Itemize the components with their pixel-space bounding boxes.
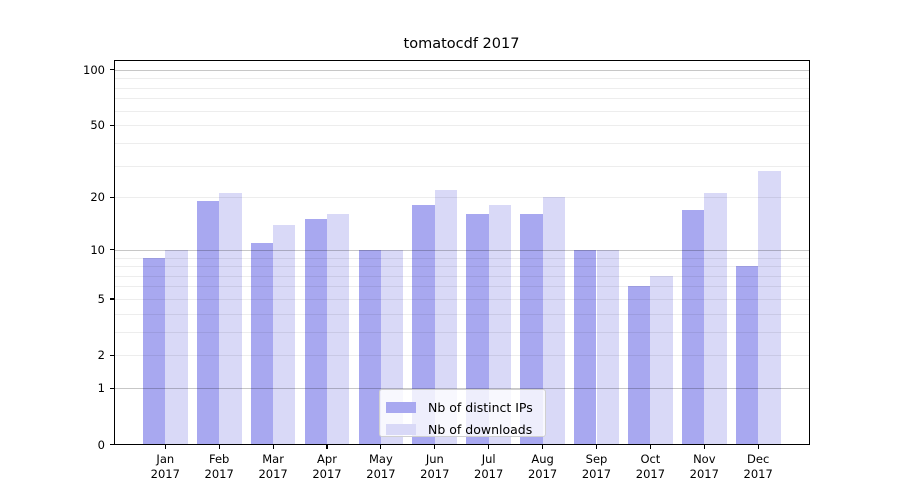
x-tick-mark [164,444,166,449]
x-tick-label: Jan 2017 [150,452,180,481]
x-tick-label: Oct 2017 [635,452,666,481]
y-tick-mark [109,196,114,198]
x-tick-mark [218,444,220,449]
bar-downloads-feb [219,193,242,445]
bar-downloads-oct [650,275,673,445]
y-tick-label: 50 [90,118,105,133]
legend-item-downloads: Nb of downloads [386,418,535,440]
legend-item-distinct-ips: Nb of distinct IPs [386,396,535,418]
bar-downloads-apr [327,214,350,445]
bar-distinct-ips-jan [142,257,166,445]
bar-distinct-ips-mar [250,242,274,445]
x-tick-mark [595,444,598,449]
x-tick-label: Mar 2017 [258,452,288,481]
legend: Nb of distinct IPs Nb of downloads [379,389,546,437]
x-tick-mark [434,444,436,449]
bar-downloads-sep [596,249,619,445]
bar-distinct-ips-feb [196,201,220,445]
x-tick-label: Jul 2017 [474,452,504,481]
gridline-minor [113,257,810,259]
x-tick-label: Sep 2017 [581,452,612,481]
y-tick-label: 10 [90,242,105,257]
y-tick-mark [109,387,114,389]
y-tick-mark [109,249,114,251]
x-tick-mark [488,444,490,449]
y-tick-label: 5 [97,291,105,306]
y-tick-label: 100 [83,62,105,77]
y-tick-mark [109,443,114,446]
bar-downloads-jun [434,189,458,445]
chart-title: tomatocdf 2017 [403,36,520,52]
gridline-minor [113,197,810,199]
bar-distinct-ips-dec [735,266,759,445]
bar-distinct-ips-jun [412,205,435,445]
y-tick-label: 2 [97,348,105,363]
gridline-minor [113,266,810,268]
legend-swatch-downloads [386,423,416,435]
gridline-minor [113,286,810,288]
gridline-minor [113,78,810,80]
gridline-major [113,388,810,390]
x-tick-label: Nov 2017 [689,452,719,481]
x-tick-label: May 2017 [366,452,396,481]
x-tick-label: Aug 2017 [527,452,558,481]
gridline-minor [113,275,810,277]
y-tick-label: 1 [97,381,105,396]
x-tick-mark [703,444,705,449]
x-tick-label: Dec 2017 [743,452,773,481]
x-tick-label: Feb 2017 [204,452,234,481]
gridline-minor [113,298,810,300]
bar-downloads-nov [704,193,727,445]
y-tick-mark [109,124,114,126]
x-tick-mark [380,444,382,449]
bar-distinct-ips-jul [466,214,489,445]
y-tick-label: 0 [97,437,105,452]
bar-downloads-jan [165,249,188,445]
gridline-minor [113,165,810,167]
bar-distinct-ips-nov [681,209,705,445]
legend-label-downloads: Nb of downloads [428,421,533,437]
bar-distinct-ips-may [358,249,381,445]
y-tick-mark [109,298,114,300]
legend-swatch-distinct-ips [386,401,416,413]
gridline-minor [113,125,810,127]
gridline-minor [113,313,810,315]
bar-downloads-dec [758,171,781,445]
gridline-minor [113,98,810,100]
x-tick-mark [272,444,274,449]
bar-downloads-jul [488,205,512,445]
gridline-minor [113,355,810,357]
gridline-major [113,249,810,251]
gridline-minor [113,110,810,112]
legend-label-distinct-ips: Nb of distinct IPs [428,399,533,415]
x-tick-mark [757,444,759,449]
x-tick-mark [326,444,328,449]
bar-distinct-ips-oct [628,286,651,445]
gridline-minor [113,142,810,144]
bar-downloads-aug [542,197,565,445]
gridline-minor [113,331,810,333]
bar-distinct-ips-aug [520,214,543,445]
y-tick-label: 20 [90,190,105,205]
x-tick-label: Apr 2017 [312,452,342,481]
x-tick-mark [649,444,651,449]
bar-downloads-mar [273,224,296,445]
gridline-major [113,69,810,71]
bar-distinct-ips-sep [574,249,597,445]
y-tick-mark [109,69,114,71]
bar-distinct-ips-apr [304,219,327,445]
x-tick-label: Jun 2017 [420,452,450,481]
x-tick-mark [542,444,544,449]
y-tick-mark [109,354,114,356]
gridline-minor [113,87,810,89]
